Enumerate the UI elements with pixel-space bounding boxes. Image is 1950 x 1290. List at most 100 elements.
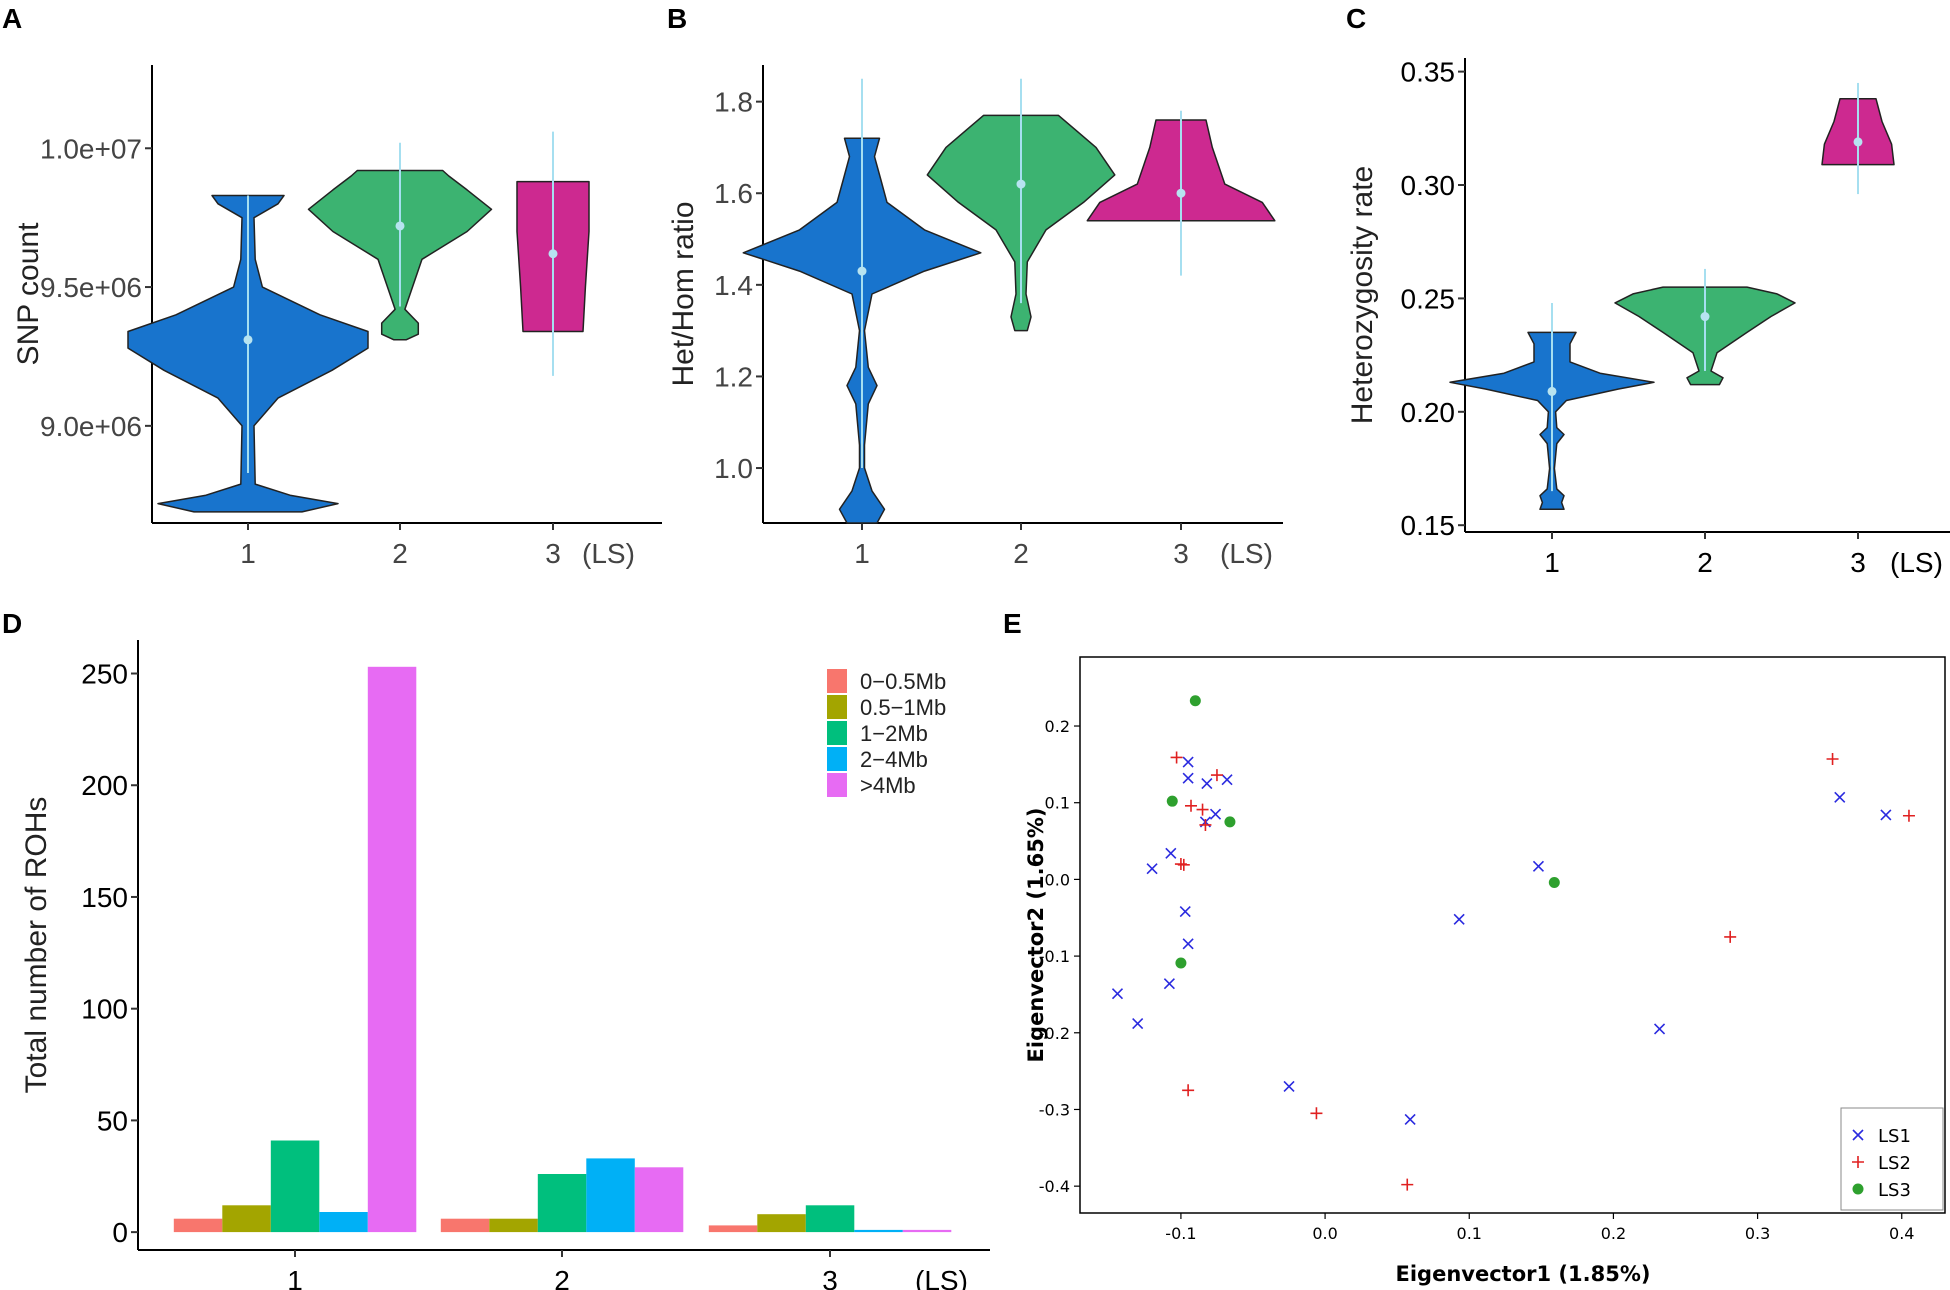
panel-a-snp-count: 9.0e+06 9.5e+06 1.0e+07 SNP count 1 2 3 (LS) xyxy=(12,65,662,569)
y-tick-label: 0.30 xyxy=(1401,170,1456,201)
scatter-point-ls1 xyxy=(1532,860,1545,872)
y-tick-label: 1.0e+07 xyxy=(40,133,142,164)
bar-ls3-series-0 xyxy=(708,1225,758,1233)
y-tick-label: 250 xyxy=(81,659,128,690)
y-tick-label: 9.0e+06 xyxy=(40,411,142,442)
scatter-point-ls1 xyxy=(1132,1018,1144,1030)
x-tick-label: 1 xyxy=(240,538,256,569)
x-tick-label: 1 xyxy=(1544,547,1560,578)
violin-median-point xyxy=(1176,188,1186,198)
x-axis-suffix: (LS) xyxy=(1220,538,1273,569)
x-tick-label: 2 xyxy=(1013,538,1029,569)
legend-label: 0−0.5Mb xyxy=(860,669,946,694)
panel-b-het-hom-ratio: 1.0 1.2 1.4 1.6 1.8 Het/Hom ratio 1 2 3 (LS) xyxy=(667,65,1283,569)
scatter-point-ls1 xyxy=(1834,791,1846,803)
bar-ls1-series-0 xyxy=(173,1218,223,1233)
y-tick-label: 100 xyxy=(81,994,128,1025)
x-tick-label: 2 xyxy=(392,538,408,569)
y-tick-label: 0.25 xyxy=(1401,283,1456,314)
y-tick-label: 1.4 xyxy=(714,270,753,301)
y-axis-label: Total number of ROHs xyxy=(20,797,53,1094)
legend-label: 0.5−1Mb xyxy=(860,695,946,720)
y-tick-label: 1.2 xyxy=(714,361,753,392)
y-tick-label: 200 xyxy=(81,770,128,801)
bar-ls1-series-2 xyxy=(270,1140,320,1233)
scatter-point-ls1 xyxy=(1182,756,1194,768)
scatter-point-ls2 xyxy=(1185,799,1198,812)
scatter-legend: LS1 LS2 LS3 xyxy=(1840,1107,1944,1211)
bar-ls2-series-1 xyxy=(489,1218,538,1233)
panel-label-d: D xyxy=(2,608,22,639)
scatter-point-ls1 xyxy=(1182,938,1194,950)
y-tick-label: -0.1 xyxy=(1039,947,1070,966)
y-tick-label: 0 xyxy=(112,1217,128,1248)
scatter-point-ls2 xyxy=(1170,751,1183,764)
y-tick-label: 1.8 xyxy=(714,87,753,118)
y-tick-label: 0.0 xyxy=(1045,870,1070,889)
legend-label: 2−4Mb xyxy=(860,747,928,772)
y-tick-label: 0.15 xyxy=(1401,510,1456,541)
bar-ls3-series-3 xyxy=(854,1229,903,1233)
x-tick-label: 1 xyxy=(287,1265,303,1290)
bar-ls1-series-1 xyxy=(222,1205,271,1233)
y-tick-label: 1.0 xyxy=(714,453,753,484)
scatter-point-ls2 xyxy=(1310,1107,1323,1120)
scatter-point-ls1 xyxy=(1179,906,1191,918)
y-tick-label: 0.1 xyxy=(1045,794,1070,813)
scatter-point-ls1 xyxy=(1111,988,1124,1000)
x-tick-label: 0.4 xyxy=(1889,1224,1914,1243)
bar-ls3-series-1 xyxy=(757,1214,806,1233)
violin-median-point xyxy=(243,335,253,345)
x-axis-label: Eigenvector1 (1.85%) xyxy=(1396,1262,1651,1286)
y-axis-label: SNP count xyxy=(12,222,45,366)
scatter-point-ls2 xyxy=(1724,930,1737,943)
x-axis-suffix: (LS) xyxy=(915,1265,968,1290)
y-tick-label: 0.35 xyxy=(1401,57,1456,88)
y-tick-label: 0.2 xyxy=(1045,717,1070,736)
legend-label: LS3 xyxy=(1878,1180,1911,1201)
scatter-point-ls1 xyxy=(1209,808,1222,820)
violin-median-point xyxy=(1853,137,1863,147)
bar-ls2-series-4 xyxy=(634,1167,684,1233)
panel-label-c: C xyxy=(1346,3,1366,34)
violin-median-point xyxy=(1547,386,1557,396)
scatter-point-ls2 xyxy=(1826,752,1839,765)
bar-ls3-series-4 xyxy=(902,1229,952,1233)
y-tick-label: -0.4 xyxy=(1039,1177,1070,1196)
y-tick-label: -0.3 xyxy=(1039,1100,1070,1119)
scatter-point-ls2 xyxy=(1196,803,1209,816)
violin-median-point xyxy=(857,266,867,276)
scatter-point-ls2 xyxy=(1199,818,1212,831)
x-tick-label: 1 xyxy=(854,538,870,569)
y-tick-label: -0.2 xyxy=(1039,1024,1070,1043)
scatter-point-ls1 xyxy=(1201,777,1213,790)
scatter-point-ls1 xyxy=(1165,847,1177,859)
y-axis-label: Eigenvector2 (1.65%) xyxy=(1024,808,1048,1063)
x-tick-label: 3 xyxy=(545,538,561,569)
x-tick-label: 0.1 xyxy=(1457,1224,1482,1243)
scatter-point-ls3 xyxy=(1224,816,1236,828)
violin-median-point xyxy=(1700,312,1710,322)
plot-frame xyxy=(1079,656,1946,1214)
legend-label: 1−2Mb xyxy=(860,721,928,746)
violin-median-point xyxy=(395,221,405,231)
legend-marker-ls1 xyxy=(1852,1129,1864,1141)
violin-median-point xyxy=(1016,179,1026,189)
scatter-point-ls3 xyxy=(1175,957,1187,969)
panel-c-heterozygosity-rate: 0.15 0.20 0.25 0.30 0.35 Heterozygosity rate 1… xyxy=(1346,57,1950,578)
x-axis-suffix: (LS) xyxy=(1890,547,1943,578)
y-tick-label: 9.5e+06 xyxy=(40,272,142,303)
y-tick-label: 1.6 xyxy=(714,178,753,209)
panel-label-e: E xyxy=(1003,608,1022,639)
legend-swatch-0 xyxy=(827,669,847,693)
scatter-point-ls2 xyxy=(1401,1178,1414,1191)
panel-e-pca-scatter: -0.1 0.0 0.1 0.2 0.3 0.4 -0.4 -0.3 -0.2 -0.1 0.0 0.… xyxy=(1024,656,1946,1286)
legend-label: LS2 xyxy=(1878,1153,1911,1174)
scatter-point-ls2 xyxy=(1182,1084,1195,1097)
scatter-point-ls2 xyxy=(1177,858,1190,871)
scatter-point-ls1 xyxy=(1163,978,1175,990)
scatter-point-ls1 xyxy=(1880,809,1892,821)
scatter-point-ls1 xyxy=(1221,774,1233,786)
violin-median-point xyxy=(548,249,558,259)
